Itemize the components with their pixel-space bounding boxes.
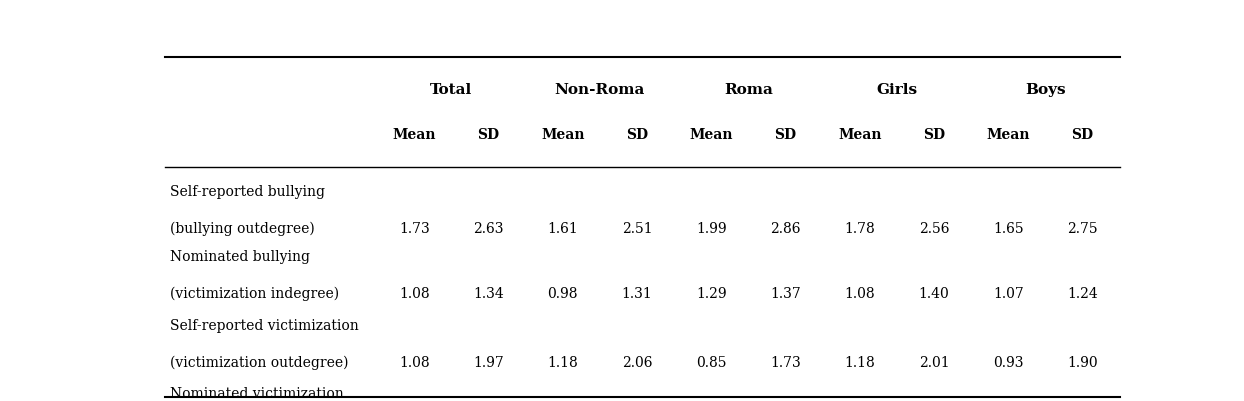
Text: (victimization outdegree): (victimization outdegree) bbox=[170, 356, 348, 370]
Text: 1.78: 1.78 bbox=[845, 222, 875, 236]
Text: 1.08: 1.08 bbox=[399, 287, 429, 301]
Text: 0.93: 0.93 bbox=[993, 356, 1024, 370]
Text: 1.07: 1.07 bbox=[993, 287, 1024, 301]
Text: 2.06: 2.06 bbox=[622, 356, 652, 370]
Text: 1.61: 1.61 bbox=[547, 222, 578, 236]
Text: Total: Total bbox=[430, 83, 473, 97]
Text: 1.29: 1.29 bbox=[695, 287, 726, 301]
Text: 2.51: 2.51 bbox=[622, 222, 652, 236]
Text: 1.97: 1.97 bbox=[473, 356, 504, 370]
Text: 1.18: 1.18 bbox=[547, 356, 578, 370]
Text: 1.18: 1.18 bbox=[845, 356, 875, 370]
Text: SD: SD bbox=[626, 128, 648, 142]
Text: Nominated victimization: Nominated victimization bbox=[170, 387, 343, 401]
Text: Nominated bullying: Nominated bullying bbox=[170, 249, 310, 263]
Text: Girls: Girls bbox=[876, 83, 918, 97]
Text: 1.34: 1.34 bbox=[473, 287, 504, 301]
Text: Mean: Mean bbox=[838, 128, 882, 142]
Text: 2.63: 2.63 bbox=[474, 222, 504, 236]
Text: SD: SD bbox=[923, 128, 945, 142]
Text: SD: SD bbox=[1071, 128, 1093, 142]
Text: 1.73: 1.73 bbox=[399, 222, 429, 236]
Text: 1.73: 1.73 bbox=[770, 356, 801, 370]
Text: Mean: Mean bbox=[541, 128, 585, 142]
Text: Non-Roma: Non-Roma bbox=[555, 83, 646, 97]
Text: Mean: Mean bbox=[393, 128, 437, 142]
Text: SD: SD bbox=[775, 128, 796, 142]
Text: 2.75: 2.75 bbox=[1067, 222, 1097, 236]
Text: Self-reported victimization: Self-reported victimization bbox=[170, 319, 358, 333]
Text: (bullying outdegree): (bullying outdegree) bbox=[170, 222, 315, 236]
Text: 0.85: 0.85 bbox=[697, 356, 726, 370]
Text: 1.37: 1.37 bbox=[770, 287, 801, 301]
Text: Self-reported bullying: Self-reported bullying bbox=[170, 185, 325, 199]
Text: (victimization indegree): (victimization indegree) bbox=[170, 286, 340, 301]
Text: Mean: Mean bbox=[986, 128, 1030, 142]
Text: 1.65: 1.65 bbox=[993, 222, 1024, 236]
Text: 0.98: 0.98 bbox=[547, 287, 578, 301]
Text: 1.99: 1.99 bbox=[695, 222, 726, 236]
Text: 1.08: 1.08 bbox=[399, 356, 429, 370]
Text: SD: SD bbox=[478, 128, 500, 142]
Text: 1.40: 1.40 bbox=[918, 287, 949, 301]
Text: 2.56: 2.56 bbox=[919, 222, 949, 236]
Text: 2.86: 2.86 bbox=[770, 222, 801, 236]
Text: Boys: Boys bbox=[1025, 83, 1066, 97]
Text: 1.24: 1.24 bbox=[1067, 287, 1098, 301]
Text: 1.90: 1.90 bbox=[1067, 356, 1097, 370]
Text: Roma: Roma bbox=[724, 83, 773, 97]
Text: 2.01: 2.01 bbox=[919, 356, 949, 370]
Text: 1.08: 1.08 bbox=[845, 287, 875, 301]
Text: Mean: Mean bbox=[689, 128, 733, 142]
Text: 1.31: 1.31 bbox=[622, 287, 652, 301]
